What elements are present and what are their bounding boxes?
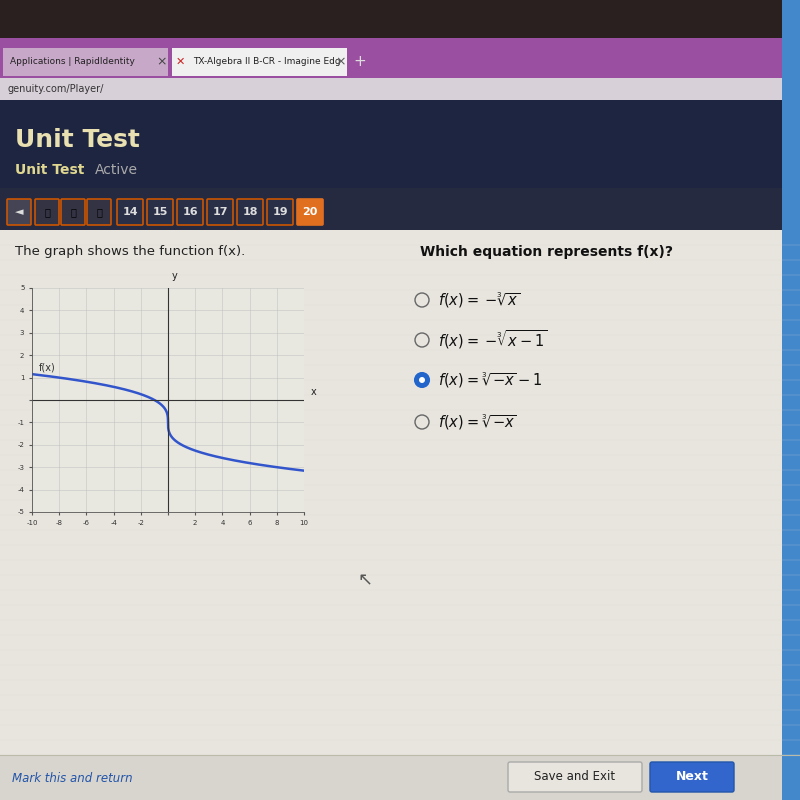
Text: TX-Algebra II B-CR - Imagine Edg: TX-Algebra II B-CR - Imagine Edg	[193, 58, 341, 66]
Text: 18: 18	[242, 207, 258, 217]
Bar	[0, 38, 800, 80]
Text: 19: 19	[272, 207, 288, 217]
FancyBboxPatch shape	[61, 199, 85, 225]
FancyBboxPatch shape	[237, 199, 263, 225]
FancyBboxPatch shape	[267, 199, 293, 225]
FancyBboxPatch shape	[117, 199, 143, 225]
Text: 16: 16	[182, 207, 198, 217]
FancyBboxPatch shape	[207, 199, 233, 225]
Circle shape	[415, 415, 429, 429]
Text: Unit Test: Unit Test	[15, 128, 140, 152]
Text: 17: 17	[212, 207, 228, 217]
Text: $f(x) = -\!\sqrt[3]{x}$: $f(x) = -\!\sqrt[3]{x}$	[438, 290, 520, 310]
Bar	[0, 78, 800, 100]
Text: Save and Exit: Save and Exit	[534, 770, 615, 783]
Bar	[0, 230, 800, 755]
Text: $f(x) = -\!\sqrt[3]{x-1}$: $f(x) = -\!\sqrt[3]{x-1}$	[438, 329, 547, 351]
Bar	[782, 0, 800, 800]
Text: ×: ×	[157, 55, 167, 69]
Text: ×: ×	[336, 55, 346, 69]
Text: 15: 15	[152, 207, 168, 217]
Text: 🔒: 🔒	[44, 207, 50, 217]
Circle shape	[415, 293, 429, 307]
FancyBboxPatch shape	[147, 199, 173, 225]
Circle shape	[415, 333, 429, 347]
Text: ◄: ◄	[14, 207, 23, 217]
Text: Which equation represents f(x)?: Which equation represents f(x)?	[420, 245, 673, 259]
FancyBboxPatch shape	[508, 762, 642, 792]
Text: $f(x) = \sqrt[3]{-x}$: $f(x) = \sqrt[3]{-x}$	[438, 413, 517, 431]
FancyBboxPatch shape	[297, 199, 323, 225]
Bar	[0, 0, 800, 40]
Circle shape	[419, 377, 425, 383]
FancyBboxPatch shape	[3, 48, 168, 76]
Text: genuity.com/Player/: genuity.com/Player/	[8, 84, 104, 94]
Text: ✕: ✕	[175, 57, 185, 67]
Text: f(x): f(x)	[38, 363, 55, 373]
Text: y: y	[172, 271, 178, 282]
Text: 14: 14	[122, 207, 138, 217]
Text: Mark this and return: Mark this and return	[12, 771, 133, 785]
FancyBboxPatch shape	[87, 199, 111, 225]
Text: $f(x) = \sqrt[3]{-x} - 1$: $f(x) = \sqrt[3]{-x} - 1$	[438, 370, 542, 390]
FancyBboxPatch shape	[7, 199, 31, 225]
Bar	[0, 188, 800, 230]
Text: +: +	[354, 54, 366, 70]
Text: ↖: ↖	[358, 571, 373, 589]
FancyBboxPatch shape	[35, 199, 59, 225]
Text: Unit Test: Unit Test	[15, 163, 84, 177]
Circle shape	[415, 373, 429, 387]
Text: Next: Next	[675, 770, 709, 783]
Text: 🔒: 🔒	[96, 207, 102, 217]
Text: 20: 20	[302, 207, 318, 217]
Text: The graph shows the function f(x).: The graph shows the function f(x).	[15, 246, 246, 258]
Text: x: x	[310, 386, 317, 397]
FancyBboxPatch shape	[177, 199, 203, 225]
Bar	[0, 100, 800, 230]
Text: Active: Active	[95, 163, 138, 177]
FancyBboxPatch shape	[650, 762, 734, 792]
Text: Applications | RapidIdentity: Applications | RapidIdentity	[10, 58, 135, 66]
FancyBboxPatch shape	[172, 48, 347, 76]
Text: 🔒: 🔒	[70, 207, 76, 217]
Bar	[0, 755, 800, 800]
